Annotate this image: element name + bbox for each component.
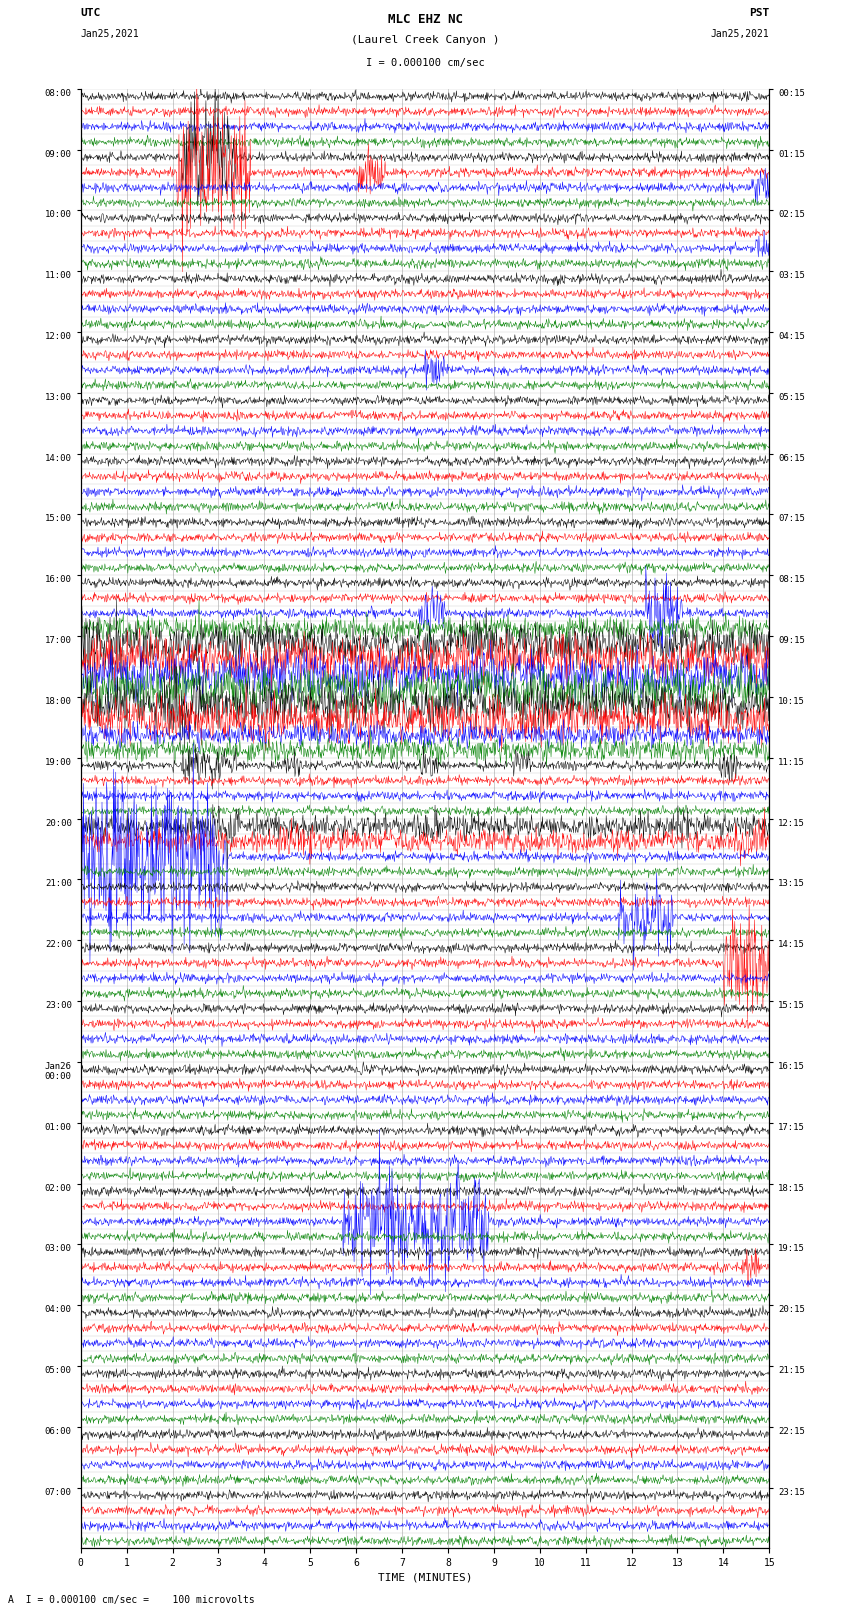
Text: A  I = 0.000100 cm/sec =    100 microvolts: A I = 0.000100 cm/sec = 100 microvolts [8, 1595, 255, 1605]
Text: I = 0.000100 cm/sec: I = 0.000100 cm/sec [366, 58, 484, 68]
Text: Jan25,2021: Jan25,2021 [711, 29, 769, 39]
Text: UTC: UTC [81, 8, 101, 18]
Text: (Laurel Creek Canyon ): (Laurel Creek Canyon ) [351, 35, 499, 45]
X-axis label: TIME (MINUTES): TIME (MINUTES) [377, 1573, 473, 1582]
Text: Jan25,2021: Jan25,2021 [81, 29, 139, 39]
Text: MLC EHZ NC: MLC EHZ NC [388, 13, 462, 26]
Text: PST: PST [749, 8, 769, 18]
